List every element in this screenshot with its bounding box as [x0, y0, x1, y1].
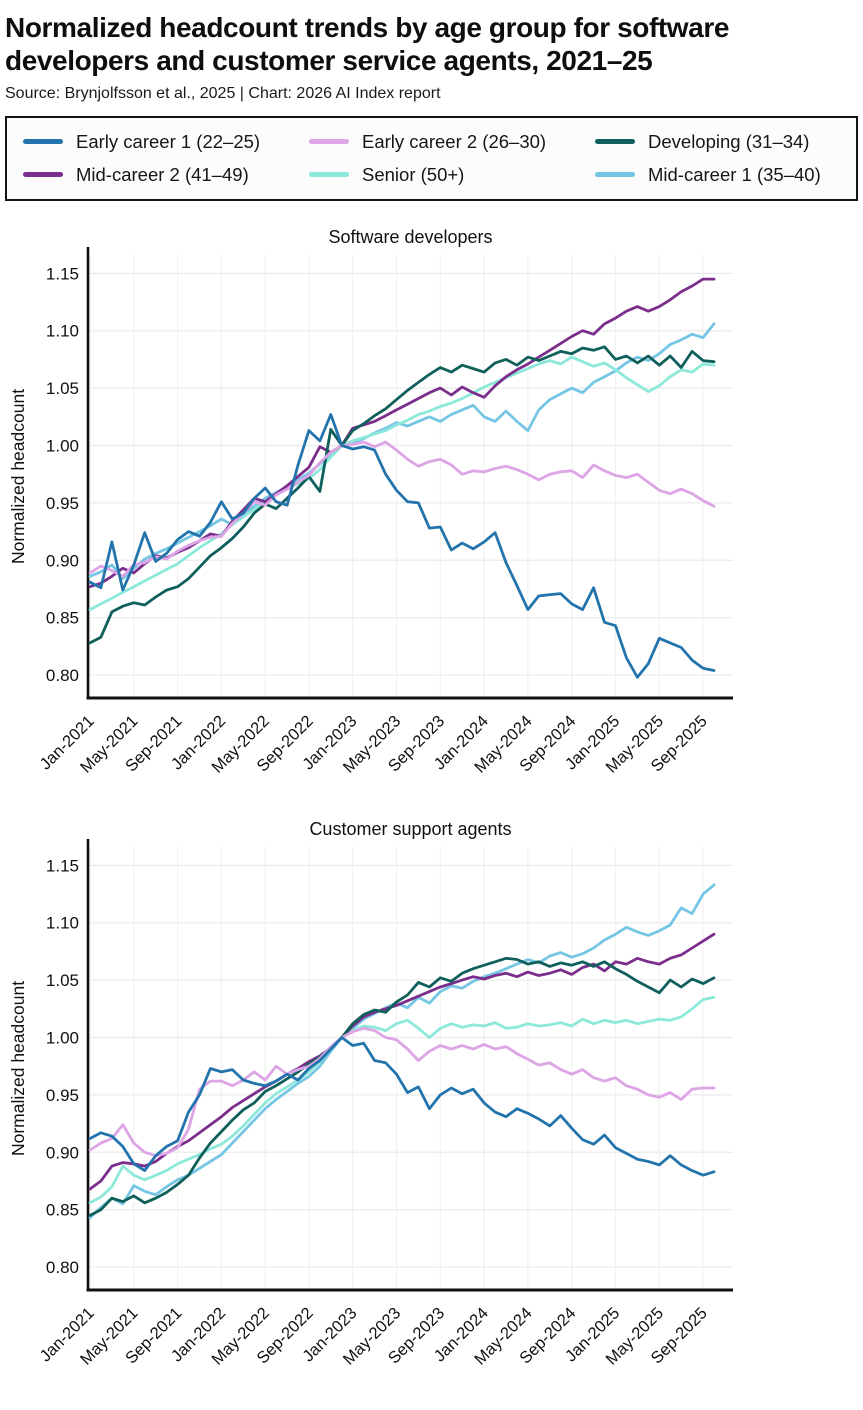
- series-line-mid-career-1-35-40-: [88, 883, 716, 1219]
- y-axis-title: Normalized headcount: [8, 980, 28, 1155]
- legend-label-mid-career-1: Mid-career 1 (35–40): [648, 163, 821, 185]
- legend-item-early-career-2: Early career 2 (26–30): [309, 131, 595, 153]
- y-tick-label: 0.90: [46, 1143, 79, 1162]
- series-line-early-career-1-22-25-: [88, 412, 716, 679]
- legend-swatch-early-career-2: [309, 139, 349, 144]
- y-tick-label: 1.00: [46, 436, 79, 455]
- legend: Early career 1 (22–25) Early career 2 (2…: [5, 115, 858, 201]
- legend-item-developing: Developing (31–34): [595, 131, 850, 153]
- chart-software-developers: 0.800.850.900.951.001.051.101.15Jan-2021…: [8, 227, 733, 776]
- chart-customer-support-agents: 0.800.850.900.951.001.051.101.15Jan-2021…: [8, 819, 733, 1368]
- charts: 0.80 0.85 0.90 0.95 1.00 1.05 1.10 1.15 Jan-2021…: [0, 215, 863, 1397]
- chart-title: Software developers: [328, 227, 492, 247]
- legend-swatch-early-career-1: [23, 139, 63, 144]
- y-tick-label: 0.85: [46, 1200, 79, 1219]
- y-tick-label: 0.95: [46, 493, 79, 512]
- series-line-early-career-2-26-30-: [88, 440, 716, 578]
- legend-swatch-mid-career-2: [23, 172, 63, 177]
- y-tick-label: 1.15: [46, 264, 79, 283]
- legend-item-mid-career-2: Mid-career 2 (41–49): [23, 164, 309, 186]
- legend-label-developing: Developing (31–34): [648, 130, 810, 152]
- y-tick-label: 1.05: [46, 379, 79, 398]
- y-tick-label: 1.10: [46, 321, 79, 340]
- legend-label-mid-career-2: Mid-career 2 (41–49): [76, 163, 249, 185]
- series-line-senior-50-: [88, 995, 716, 1204]
- series-line-senior-50-: [88, 355, 716, 611]
- y-tick-label: 1.05: [46, 971, 79, 990]
- y-axis-title: Normalized headcount: [8, 388, 28, 563]
- y-tick-label: 1.10: [46, 913, 79, 932]
- series-line-developing-31-34-: [88, 344, 716, 644]
- series-line-early-career-2-26-30-: [88, 1026, 716, 1157]
- series-line-developing-31-34-: [88, 956, 716, 1217]
- legend-label-early-career-1: Early career 1 (22–25): [76, 130, 261, 152]
- y-tick-label: 0.85: [46, 608, 79, 627]
- legend-swatch-senior: [309, 172, 349, 177]
- header: Normalized headcount trends by age group…: [0, 0, 863, 103]
- legend-item-early-career-1: Early career 1 (22–25): [23, 131, 309, 153]
- y-tick-label: 0.90: [46, 551, 79, 570]
- y-tick-label: 1.00: [46, 1028, 79, 1047]
- series-line-mid-career-1-35-40-: [88, 322, 716, 580]
- legend-item-senior: Senior (50+): [309, 164, 595, 186]
- series-line-early-career-1-22-25-: [88, 1035, 716, 1177]
- chart-title: Customer support agents: [309, 819, 511, 839]
- source-line: Source: Brynjolfsson et al., 2025 | Char…: [5, 84, 441, 102]
- legend-swatch-developing: [595, 139, 635, 144]
- legend-swatch-mid-career-1: [595, 172, 635, 177]
- page-title: Normalized headcount trends by age group…: [5, 12, 730, 76]
- legend-label-senior: Senior (50+): [362, 163, 465, 185]
- y-tick-label: 1.15: [46, 856, 79, 875]
- y-tick-label: 0.80: [46, 666, 79, 685]
- legend-item-mid-career-1: Mid-career 1 (35–40): [595, 164, 850, 186]
- y-tick-label: 0.95: [46, 1085, 79, 1104]
- y-tick-label: 0.80: [46, 1258, 79, 1277]
- legend-label-early-career-2: Early career 2 (26–30): [362, 130, 547, 152]
